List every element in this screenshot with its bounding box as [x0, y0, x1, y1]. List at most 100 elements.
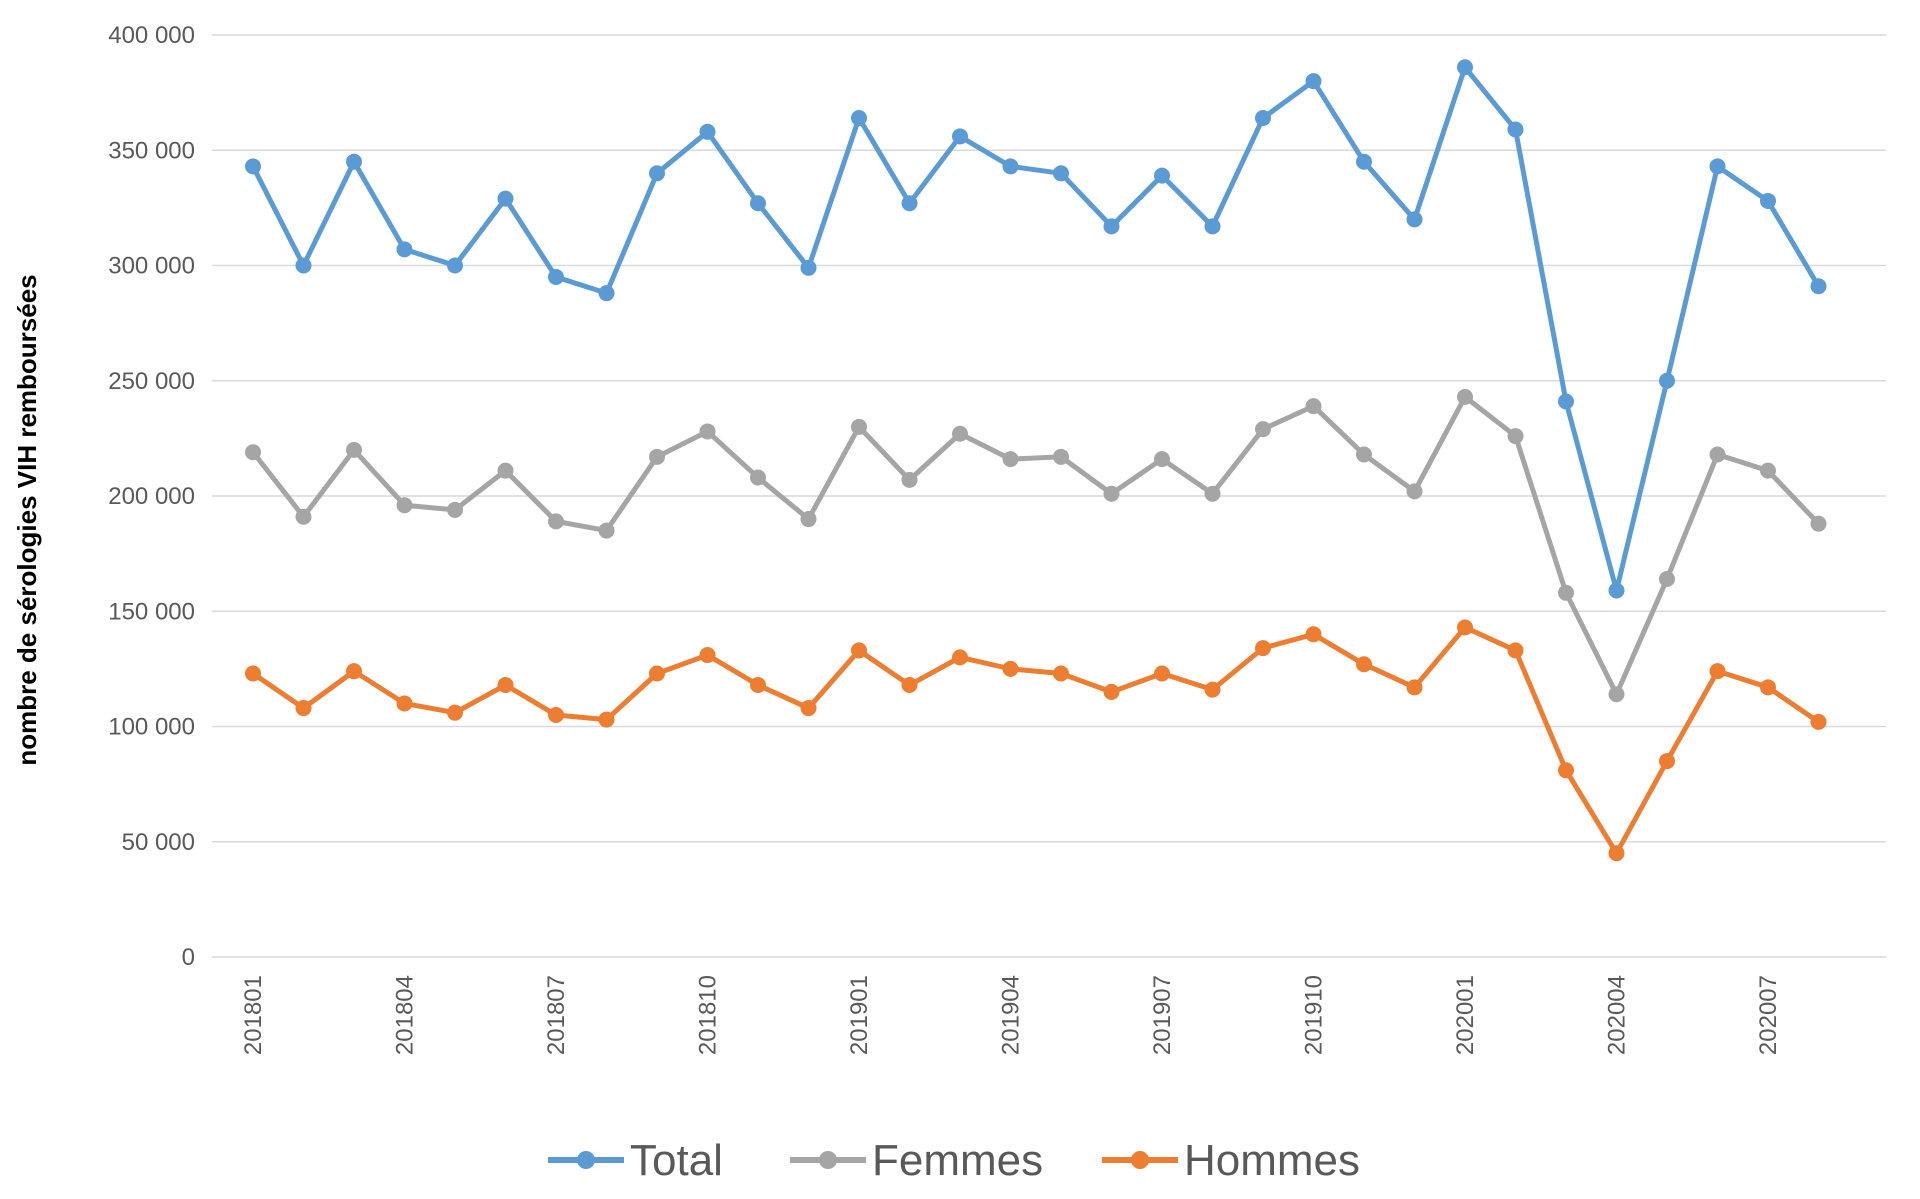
data-point	[1356, 446, 1372, 463]
x-tick-label: 201910	[1301, 975, 1328, 1055]
legend-label: Femmes	[872, 1136, 1043, 1185]
data-point	[851, 418, 867, 435]
series-femmes	[245, 388, 1827, 703]
data-point	[1305, 626, 1322, 643]
data-point	[396, 241, 413, 258]
data-point	[1457, 388, 1473, 405]
x-tick-label: 201804	[392, 975, 419, 1055]
series-line	[251, 624, 1820, 856]
data-point	[1406, 679, 1423, 696]
data-point	[800, 700, 817, 717]
data-point	[1002, 451, 1019, 468]
data-point	[1103, 485, 1120, 502]
data-point	[1709, 446, 1726, 463]
data-point	[1760, 462, 1776, 479]
y-tick-label: 50 000	[122, 829, 195, 856]
data-point	[1406, 483, 1423, 500]
legend: Total Femmes Hommes	[548, 1136, 1360, 1185]
data-point	[1103, 218, 1120, 235]
y-tick-label: 350 000	[108, 137, 195, 164]
data-point	[1154, 167, 1170, 184]
data-point	[598, 285, 615, 302]
data-point	[750, 195, 766, 212]
data-point	[497, 677, 514, 694]
x-axis-ticks: 201801 201804 201807 201810 201901 201904 2019…	[240, 975, 1782, 1055]
series-line	[251, 394, 1821, 697]
x-tick-label: 202001	[1452, 975, 1479, 1055]
data-point	[1507, 642, 1524, 659]
data-point	[1659, 372, 1675, 389]
data-point	[699, 423, 716, 440]
data-point	[548, 513, 564, 530]
x-tick-label: 201901	[846, 975, 873, 1055]
data-point	[1305, 398, 1322, 415]
data-point	[346, 663, 362, 680]
data-point	[699, 123, 716, 140]
data-point	[1053, 448, 1069, 465]
data-point	[1760, 679, 1776, 696]
data-point	[952, 128, 968, 145]
y-axis-label: nombre de sérologies VIH remboursées	[12, 274, 42, 765]
data-point	[1457, 619, 1473, 636]
data-point	[396, 497, 413, 514]
data-point	[447, 501, 463, 518]
x-tick-label: 201907	[1149, 975, 1176, 1055]
data-point	[1255, 421, 1271, 438]
series-hommes	[245, 619, 1827, 862]
data-point	[295, 508, 312, 525]
data-point	[447, 704, 463, 721]
y-tick-label: 0	[182, 944, 195, 971]
legend-marker	[819, 1151, 837, 1169]
data-point	[1507, 121, 1524, 138]
data-point	[1457, 59, 1473, 76]
data-point	[245, 158, 261, 175]
data-point	[649, 665, 665, 682]
y-tick-label: 300 000	[108, 253, 195, 280]
data-point	[1507, 428, 1524, 445]
data-point	[1810, 278, 1827, 295]
x-tick-label: 201801	[240, 975, 267, 1055]
data-point	[1709, 663, 1726, 680]
x-tick-label: 202007	[1755, 975, 1782, 1055]
data-point	[1810, 713, 1827, 730]
data-point	[699, 647, 716, 664]
data-point	[952, 425, 968, 442]
data-point	[1154, 451, 1170, 468]
y-tick-label: 200 000	[108, 483, 195, 510]
legend-marker	[1131, 1151, 1149, 1169]
data-point	[750, 469, 766, 486]
legend-label: Hommes	[1184, 1136, 1360, 1185]
data-point	[1810, 515, 1827, 532]
data-point	[1558, 584, 1574, 601]
data-point	[851, 109, 867, 126]
y-tick-label: 400 000	[108, 22, 195, 49]
data-point	[1002, 660, 1019, 677]
legend-marker	[577, 1151, 595, 1169]
data-point	[649, 448, 665, 465]
legend-item-hommes: Hommes	[1102, 1136, 1360, 1185]
data-point	[1558, 762, 1574, 779]
data-point	[1406, 211, 1423, 228]
data-point	[548, 269, 564, 286]
data-point	[497, 462, 514, 479]
data-point	[1204, 218, 1221, 235]
data-point	[1608, 582, 1625, 599]
data-point	[1305, 73, 1322, 90]
data-point	[245, 444, 261, 461]
data-point	[295, 257, 312, 274]
data-point	[1002, 158, 1019, 175]
series-total	[245, 59, 1827, 599]
data-point	[649, 165, 665, 182]
series-line	[250, 64, 1821, 594]
data-point	[1659, 753, 1675, 770]
data-point	[901, 677, 918, 694]
data-point	[800, 511, 817, 528]
data-point	[1356, 656, 1372, 673]
data-point	[800, 259, 817, 276]
legend-item-femmes: Femmes	[790, 1136, 1043, 1185]
legend-label: Total	[630, 1136, 723, 1185]
data-point	[598, 711, 615, 728]
data-point	[295, 700, 312, 717]
data-point	[346, 153, 362, 170]
